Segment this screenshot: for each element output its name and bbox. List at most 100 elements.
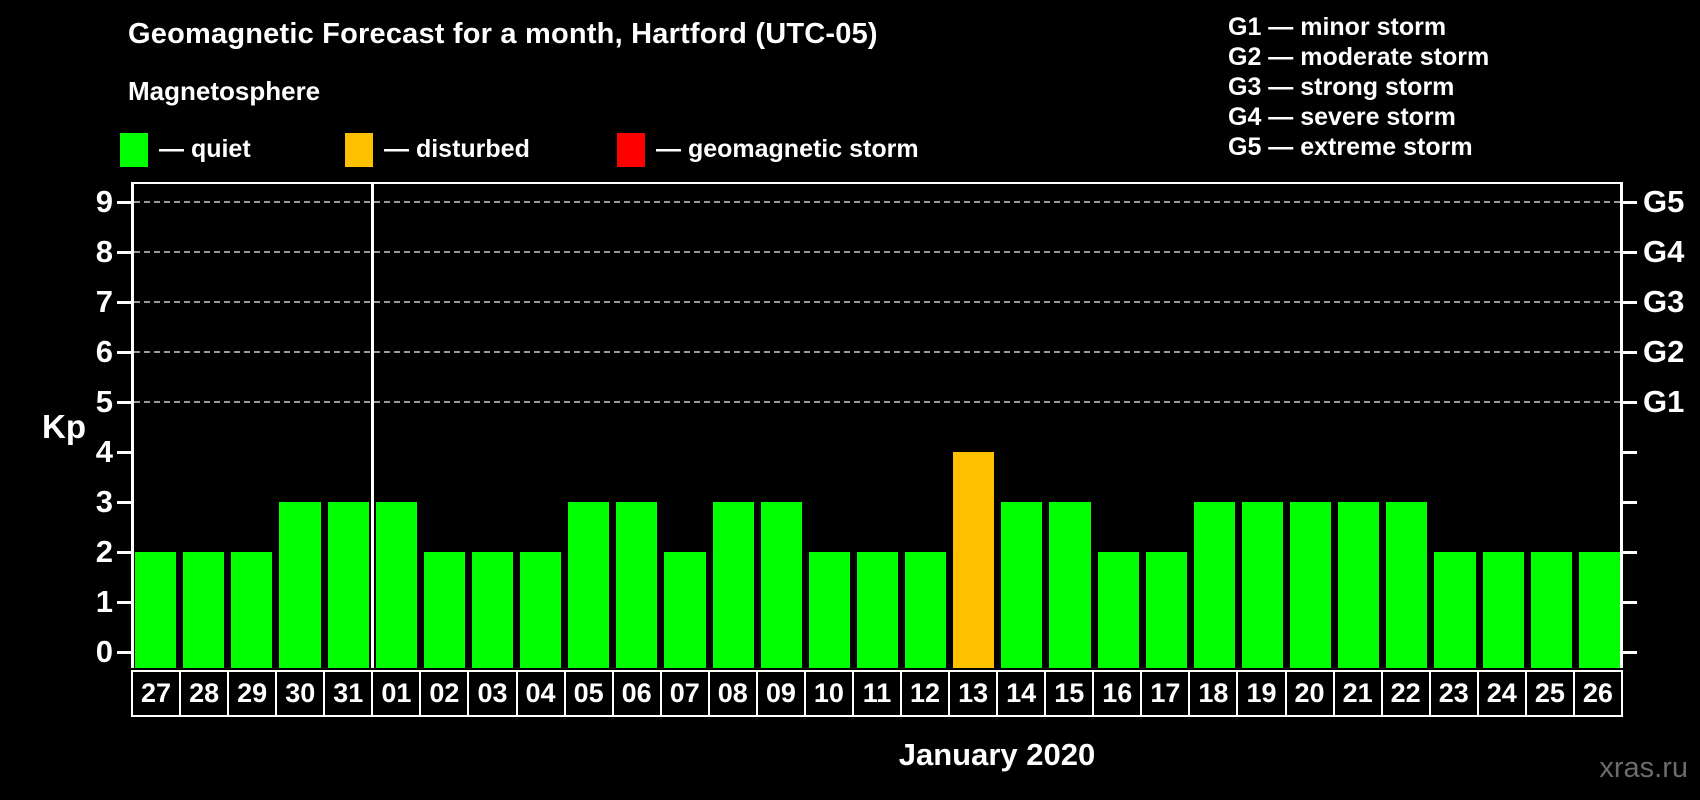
quiet-color-swatch [120, 132, 148, 167]
kp-bar-day-31 [327, 502, 369, 668]
kp-bar-day-18 [1193, 502, 1235, 668]
right-tick-1 [1623, 601, 1637, 604]
kp-bar-day-02 [423, 552, 465, 668]
storm-scale-g5: G5 — extreme storm [1228, 133, 1473, 161]
day-label-19: 19 [1236, 670, 1287, 717]
day-label-23: 23 [1428, 670, 1479, 717]
day-label-25: 25 [1524, 670, 1575, 717]
kp-bar-day-09 [760, 502, 802, 668]
left-tick-7 [117, 301, 131, 304]
y-tick-label-4: 4 [95, 434, 113, 469]
g-scale-label-g2: G2 [1643, 334, 1685, 369]
kp-bar-day-27 [135, 552, 177, 668]
storm-scale-g4: G4 — severe storm [1228, 103, 1456, 131]
day-label-20: 20 [1284, 670, 1335, 717]
left-tick-2 [117, 551, 131, 554]
legend-item-quiet: — quiet [120, 131, 251, 168]
kp-bar-day-06 [616, 502, 658, 668]
gridline-kp8 [134, 251, 1620, 253]
gridline-kp7 [134, 301, 1620, 303]
kp-bar-day-19 [1241, 502, 1284, 668]
day-label-06: 06 [611, 670, 662, 717]
right-tick-5 [1623, 401, 1637, 404]
kp-bar-day-26 [1578, 552, 1620, 668]
day-label-21: 21 [1332, 670, 1383, 717]
kp-bar-day-10 [808, 552, 850, 668]
left-tick-3 [117, 501, 131, 504]
kp-bar-day-24 [1482, 552, 1524, 668]
x-axis-day-labels: 27 28 29 30 31 01 02 03 04 05 06 07 08 09 10 11 12 13 14 15… [131, 670, 1623, 717]
right-tick-0 [1623, 651, 1637, 654]
month-boundary-line [370, 184, 374, 668]
right-axis-line [1620, 182, 1623, 668]
left-tick-5 [117, 401, 131, 404]
day-label-09: 09 [755, 670, 806, 717]
y-tick-label-2: 2 [95, 534, 113, 569]
kp-bar-day-21 [1338, 502, 1380, 668]
day-label-03: 03 [467, 670, 518, 717]
g-scale-label-g4: G4 [1643, 234, 1685, 269]
kp-bar-day-12 [905, 552, 947, 668]
kp-bar-day-15 [1049, 502, 1091, 668]
day-label-12: 12 [900, 670, 951, 717]
day-label-01: 01 [371, 670, 422, 717]
day-label-17: 17 [1140, 670, 1191, 717]
day-label-11: 11 [851, 670, 902, 717]
storm-scale-legend: G1 — minor storm G2 — moderate storm G3 … [1228, 12, 1489, 162]
gridline-kp6 [134, 351, 1620, 353]
kp-bar-day-23 [1434, 552, 1476, 668]
disturbed-color-swatch [345, 132, 373, 167]
storm-color-swatch [617, 132, 645, 167]
right-tick-3 [1623, 501, 1637, 504]
day-label-18: 18 [1188, 670, 1239, 717]
kp-bar-day-07 [664, 552, 706, 668]
day-label-16: 16 [1092, 670, 1143, 717]
legend-item-disturbed-label: — disturbed [384, 135, 530, 163]
g-scale-label-g5: G5 [1643, 184, 1685, 219]
right-tick-6 [1623, 351, 1637, 354]
y-tick-label-6: 6 [95, 334, 113, 369]
left-tick-9 [117, 201, 131, 204]
y-axis-title: Kp [42, 408, 86, 445]
kp-bar-day-20 [1290, 502, 1332, 668]
storm-scale-g2: G2 — moderate storm [1228, 43, 1490, 71]
right-tick-8 [1623, 251, 1637, 254]
storm-scale-g3: G3 — strong storm [1228, 73, 1455, 101]
kp-bar-day-08 [712, 502, 754, 668]
day-label-13: 13 [948, 670, 999, 717]
kp-bar-day-13 [953, 452, 995, 668]
day-label-31: 31 [323, 670, 374, 717]
day-label-24: 24 [1476, 670, 1527, 717]
right-tick-9 [1623, 201, 1637, 204]
kp-bar-day-17 [1145, 552, 1187, 668]
kp-bar-day-04 [520, 552, 562, 668]
chart-title: Geomagnetic Forecast for a month, Hartfo… [128, 18, 878, 50]
day-label-05: 05 [563, 670, 614, 717]
kp-bar-day-22 [1386, 502, 1428, 668]
y-tick-label-0: 0 [95, 634, 113, 669]
legend-item-storm: — geomagnetic storm [617, 131, 919, 168]
kp-bar-day-28 [183, 552, 225, 668]
y-axis-line [131, 182, 134, 668]
legend-item-storm-label: — geomagnetic storm [656, 135, 919, 163]
right-tick-2 [1623, 551, 1637, 554]
g-scale-label-g3: G3 [1643, 284, 1685, 319]
y-tick-label-5: 5 [95, 384, 113, 419]
x-axis-title: January 2020 [898, 737, 1096, 772]
y-tick-label-3: 3 [95, 484, 113, 519]
right-tick-7 [1623, 301, 1637, 304]
left-tick-1 [117, 601, 131, 604]
gridline-kp9 [134, 201, 1620, 203]
day-label-27: 27 [131, 670, 182, 717]
left-tick-0 [117, 651, 131, 654]
day-label-28: 28 [179, 670, 230, 717]
day-label-29: 29 [227, 670, 278, 717]
left-tick-6 [117, 351, 131, 354]
plot-area: 0 1 2 3 4 5 6 7 8 9 G1 G2 G3 G4 G5 [96, 182, 1684, 669]
kp-bar-day-05 [568, 502, 610, 668]
plot-border-top [131, 182, 1623, 184]
kp-bar-day-01 [375, 502, 417, 668]
day-label-07: 07 [659, 670, 710, 717]
y-tick-label-8: 8 [95, 234, 113, 269]
